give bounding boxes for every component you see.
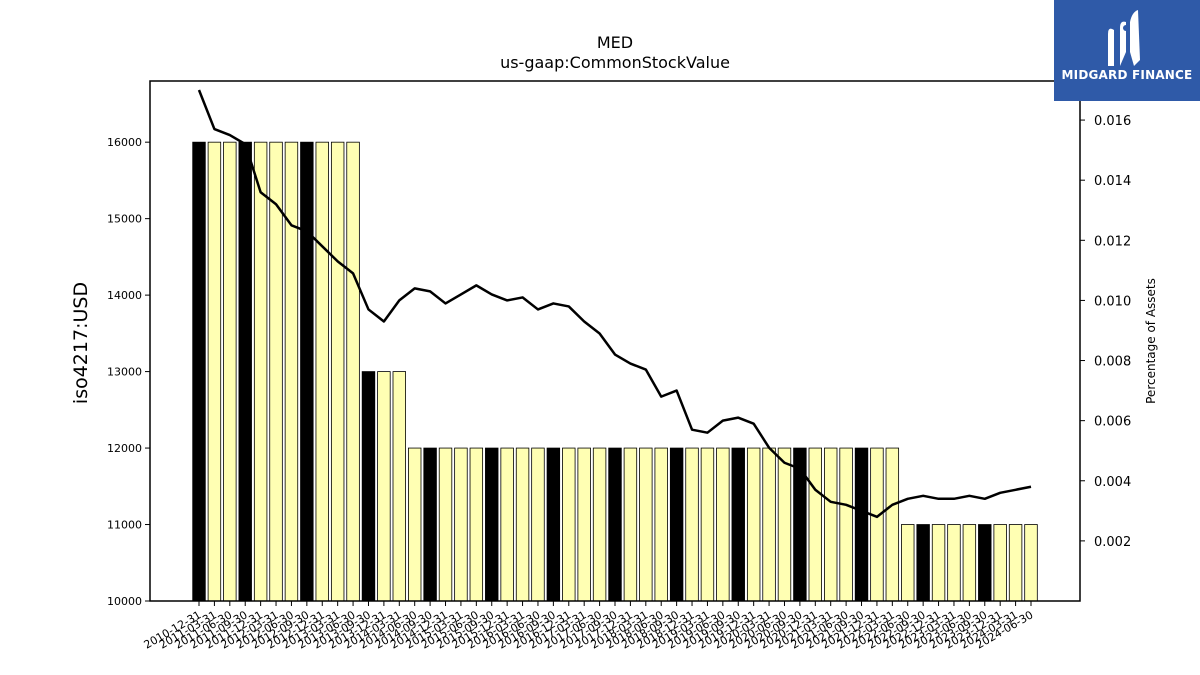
bar-2015-09-30 xyxy=(485,447,499,602)
bar-2012-06-30 xyxy=(284,141,299,602)
y-axis-right: 0.002 0.004 0.006 0.008 0.010 0.012 0.014 0.016 xyxy=(1080,114,1131,550)
bar-2017-03-31 xyxy=(577,447,591,602)
bar-2023-03-31 xyxy=(947,524,961,602)
bar-2019-03-31 xyxy=(700,447,715,602)
bar-2012-12-31 xyxy=(315,141,329,602)
y2-tick-label-5: 0.012 xyxy=(1094,234,1131,249)
bar-2016-06-30 xyxy=(531,447,545,602)
bar-2011-09-30 xyxy=(238,141,252,602)
bar-2016-03-31 xyxy=(515,447,530,602)
bar-2020-09-30 xyxy=(793,447,807,602)
y-tick-label-10000: 10000 xyxy=(107,595,142,608)
y-tick-label-11000: 11000 xyxy=(107,519,142,532)
bar-2021-09-30 xyxy=(854,447,869,602)
bar-2015-03-31 xyxy=(454,447,468,602)
y-tick-label-15000: 15000 xyxy=(107,213,142,226)
y-tick-label-16000: 16000 xyxy=(107,136,142,149)
y2-tick-label-2: 0.006 xyxy=(1094,415,1131,430)
bar-2018-09-30 xyxy=(669,447,684,602)
bar-2017-06-30 xyxy=(592,447,607,602)
y2-tick-label-0: 0.002 xyxy=(1094,535,1131,550)
y2-tick-label-3: 0.008 xyxy=(1094,355,1131,370)
bar-2015-06-30 xyxy=(469,447,484,602)
bar-2020-06-30 xyxy=(777,447,792,602)
y-tick-label-14000: 14000 xyxy=(107,289,142,302)
line-layer xyxy=(197,89,1032,519)
x-axis: 2010-12-312011-03-312011-06-302011-09-30… xyxy=(142,601,1036,652)
logo-mark-icon xyxy=(1108,10,1140,67)
bar-2016-12-31 xyxy=(562,447,576,602)
bar-2015-12-31 xyxy=(500,447,514,602)
y-axis-left: 10000 11000 12000 13000 14000 15000 16000 xyxy=(107,136,150,608)
bar-2018-06-30 xyxy=(654,447,668,602)
y2-axis-label: Percentage of Assets xyxy=(1144,278,1158,404)
bar-2017-12-31 xyxy=(623,447,638,602)
percentage-of-assets-line xyxy=(197,89,1032,519)
bar-2019-06-30 xyxy=(716,447,730,602)
bar-2021-12-31 xyxy=(870,447,884,602)
bar-2022-06-30 xyxy=(901,524,915,602)
bar-2020-12-31 xyxy=(808,447,823,602)
bar-2021-03-31 xyxy=(824,447,838,602)
chart-title: MED xyxy=(597,33,633,52)
bar-2022-03-31 xyxy=(885,447,900,602)
bar-2011-06-30 xyxy=(223,141,237,602)
bar-2018-03-31 xyxy=(639,447,653,602)
y2-tick-label-1: 0.004 xyxy=(1094,475,1131,490)
bar-2019-09-30 xyxy=(731,447,745,602)
logo-text: MIDGARD FINANCE xyxy=(1061,68,1193,82)
bar-2014-09-30 xyxy=(423,447,437,602)
bars-layer xyxy=(192,141,1038,602)
bar-2023-06-30 xyxy=(962,524,977,602)
bar-2023-09-30 xyxy=(978,524,992,602)
bar-2017-09-30 xyxy=(608,447,622,602)
bar-2013-03-31 xyxy=(330,141,345,602)
bar-2022-12-31 xyxy=(931,524,946,602)
brand-logo: MIDGARD FINANCE xyxy=(1054,0,1200,101)
bar-2014-03-31 xyxy=(392,371,407,602)
chart-subtitle: us-gaap:CommonStockValue xyxy=(500,53,730,72)
bar-2011-12-31 xyxy=(253,141,268,602)
bar-2010-12-31 xyxy=(192,141,206,602)
bar-2018-12-31 xyxy=(685,447,699,602)
bar-2014-06-30 xyxy=(407,447,422,602)
y2-tick-label-4: 0.010 xyxy=(1094,294,1131,309)
y2-tick-label-7: 0.016 xyxy=(1094,114,1131,129)
y-axis-label: iso4217:USD xyxy=(70,282,92,404)
y-tick-label-12000: 12000 xyxy=(107,442,142,455)
bar-2024-06-30 xyxy=(1024,524,1038,602)
bar-2023-12-31 xyxy=(993,524,1007,602)
bar-2013-09-30 xyxy=(361,371,376,602)
bar-2020-03-31 xyxy=(762,447,776,602)
bar-2022-09-30 xyxy=(916,524,930,602)
bar-2013-12-31 xyxy=(377,371,391,602)
bar-2016-09-30 xyxy=(546,447,561,602)
bar-2024-03-31 xyxy=(1008,524,1023,602)
bar-2019-12-31 xyxy=(746,447,761,602)
bar-2014-12-31 xyxy=(438,447,453,602)
bar-2012-09-30 xyxy=(300,141,314,602)
bar-2021-06-30 xyxy=(839,447,853,602)
bar-2011-03-31 xyxy=(207,141,222,602)
bar-2013-06-30 xyxy=(346,141,360,602)
y-tick-label-13000: 13000 xyxy=(107,366,142,379)
y2-tick-label-6: 0.014 xyxy=(1094,174,1131,189)
